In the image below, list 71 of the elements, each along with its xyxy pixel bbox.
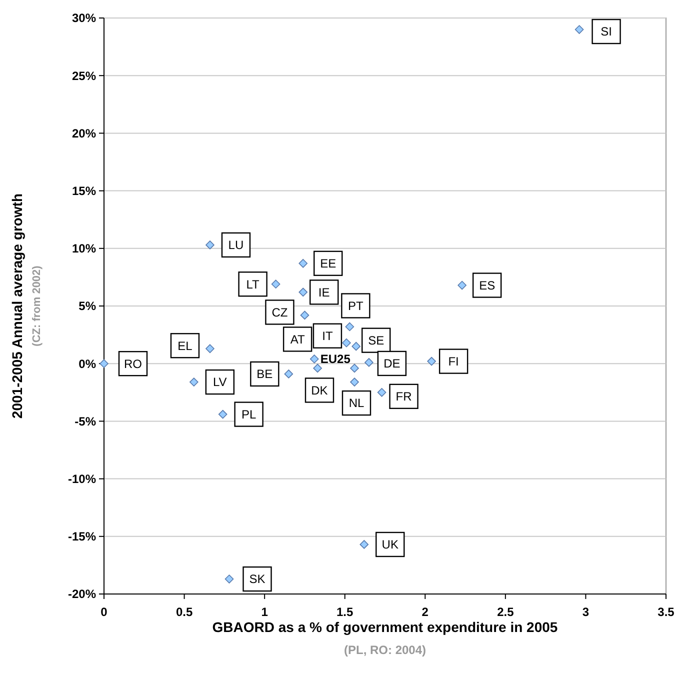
point: [574, 25, 584, 34]
annotation: LV: [213, 375, 227, 390]
y-tick-label: 5%: [78, 299, 96, 314]
annotation: IE: [318, 285, 330, 300]
point: [224, 574, 234, 584]
point: [350, 364, 359, 373]
point: [352, 342, 360, 351]
annotation: FI: [448, 354, 459, 368]
annotation: IT: [322, 329, 334, 344]
x-tick-label: 0.5: [176, 605, 193, 619]
point: [364, 358, 374, 367]
point: [427, 356, 436, 366]
y-tick-label: -15%: [68, 530, 96, 544]
annotation: AT: [290, 332, 306, 346]
x-tick-label: 3: [582, 605, 590, 619]
x-tick-label: 3.5: [658, 605, 675, 619]
annotation: LU: [228, 238, 244, 252]
annotation: RO: [124, 356, 142, 371]
annotation: EL: [178, 338, 193, 353]
x-axis-title: GBAORD as a % of government expenditure in 2005: [212, 619, 558, 635]
annotation: PT: [348, 298, 364, 313]
point: [284, 370, 294, 378]
annotation: NL: [348, 396, 364, 410]
point: [342, 338, 351, 348]
annotation: BE: [256, 367, 273, 382]
y-tick-label: 20%: [72, 126, 96, 140]
y-axis-title: 2001-2005 Annual average growth: [9, 193, 25, 419]
annotation: FR: [396, 390, 412, 404]
y-tick-label: -20%: [68, 587, 96, 602]
point: [313, 364, 322, 373]
x-tick-label: 1: [261, 605, 268, 619]
annotation: ES: [479, 278, 496, 292]
annotation: EU25: [320, 352, 351, 366]
text: (CZ: from 2002): [31, 265, 43, 346]
point: [350, 378, 359, 386]
y-tick-label: 0%: [78, 356, 96, 371]
y-tick-label: 15%: [72, 184, 96, 198]
point: [310, 354, 319, 364]
point: [298, 258, 308, 268]
annotation: DE: [384, 356, 400, 371]
annotation: UK: [382, 538, 398, 552]
y-tick-label: 30%: [72, 11, 96, 26]
text: (PL, RO: 2004): [344, 643, 426, 657]
y-tick-label: 10%: [72, 242, 96, 256]
annotation: SI: [600, 24, 612, 39]
x-tick-label: 2: [422, 605, 429, 619]
point: [300, 310, 310, 320]
point: [377, 388, 386, 397]
point: [100, 359, 108, 368]
annotation: PL: [241, 407, 256, 422]
annotation: EE: [320, 256, 336, 271]
point: [218, 410, 228, 419]
point: [271, 280, 280, 289]
point: [190, 378, 198, 386]
point: [458, 280, 466, 290]
point: [345, 322, 354, 332]
y-tick-label: 25%: [72, 68, 96, 83]
x-tick-label: 0: [100, 605, 108, 619]
y-tick-label: -10%: [68, 472, 96, 486]
point: [360, 540, 369, 549]
annotation: CZ: [272, 305, 288, 320]
y-tick-label: -5%: [74, 414, 96, 428]
point: [206, 344, 214, 354]
point: [298, 288, 308, 297]
annotation: LT: [246, 277, 260, 292]
annotation: SE: [368, 334, 384, 348]
x-tick-label: 1.5: [336, 605, 354, 619]
annotation: SK: [249, 572, 266, 586]
point: [206, 240, 214, 250]
x-tick-label: 2.5: [497, 605, 514, 619]
annotation: DK: [311, 383, 328, 398]
